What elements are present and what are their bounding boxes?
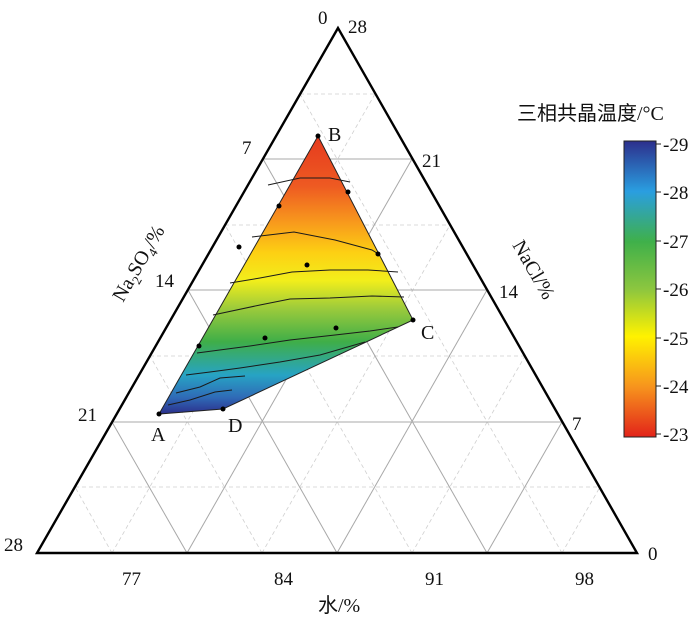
water-tick-77: 77 — [122, 569, 141, 590]
data-dot — [276, 203, 282, 209]
na2so4-axis-title: Na2SO4/% — [108, 222, 172, 307]
colorbar: 三相共晶温度/°C -29 -28 -27 -26 -25 -24 -23 — [517, 102, 689, 446]
data-dot — [375, 251, 381, 257]
nacl-tick-7: 7 — [572, 414, 582, 435]
data-dot — [304, 262, 310, 268]
data-dots — [156, 133, 416, 417]
colorbar-tick: -29 — [663, 135, 688, 156]
na2so4-corner-label: 28 — [4, 535, 23, 556]
apex-label: 0 — [318, 8, 328, 29]
point-label-b: B — [328, 124, 341, 146]
point-label-d: D — [228, 415, 242, 437]
colorbar-gradient — [623, 140, 657, 438]
water-tick-98: 98 — [575, 569, 594, 590]
colorbar-tick: -23 — [663, 425, 688, 446]
data-dot — [220, 406, 226, 412]
contour-lines — [167, 177, 405, 406]
data-dot — [236, 244, 242, 250]
colorbar-tick: -27 — [663, 232, 688, 253]
na2so4-tick-21: 21 — [78, 405, 97, 426]
water-corner-label: 0 — [648, 544, 658, 565]
data-dot — [156, 411, 162, 417]
data-dot — [262, 335, 268, 341]
data-dot — [333, 325, 339, 331]
water-tick-84: 84 — [274, 569, 294, 590]
data-dot — [345, 189, 351, 195]
nacl-tick-14: 14 — [499, 282, 519, 303]
data-dot — [410, 317, 416, 323]
colorbar-tick: -25 — [663, 329, 688, 350]
colorbar-tick: -26 — [663, 280, 688, 301]
na2so4-tick-14: 14 — [155, 271, 175, 292]
point-label-c: C — [421, 322, 434, 344]
water-axis-title: 水/% — [318, 594, 360, 617]
nacl-corner-label: 28 — [348, 17, 367, 38]
colorbar-tick: -24 — [663, 377, 689, 398]
colorbar-tick: -28 — [663, 183, 688, 204]
na2so4-tick-7: 7 — [242, 138, 252, 159]
colorbar-title: 三相共晶温度/°C — [517, 102, 664, 125]
ternary-frame — [34, 25, 640, 555]
data-dot — [315, 133, 321, 139]
data-dot — [196, 343, 202, 349]
nacl-tick-21: 21 — [422, 151, 441, 172]
water-tick-91: 91 — [425, 569, 444, 590]
point-label-a: A — [151, 424, 166, 446]
